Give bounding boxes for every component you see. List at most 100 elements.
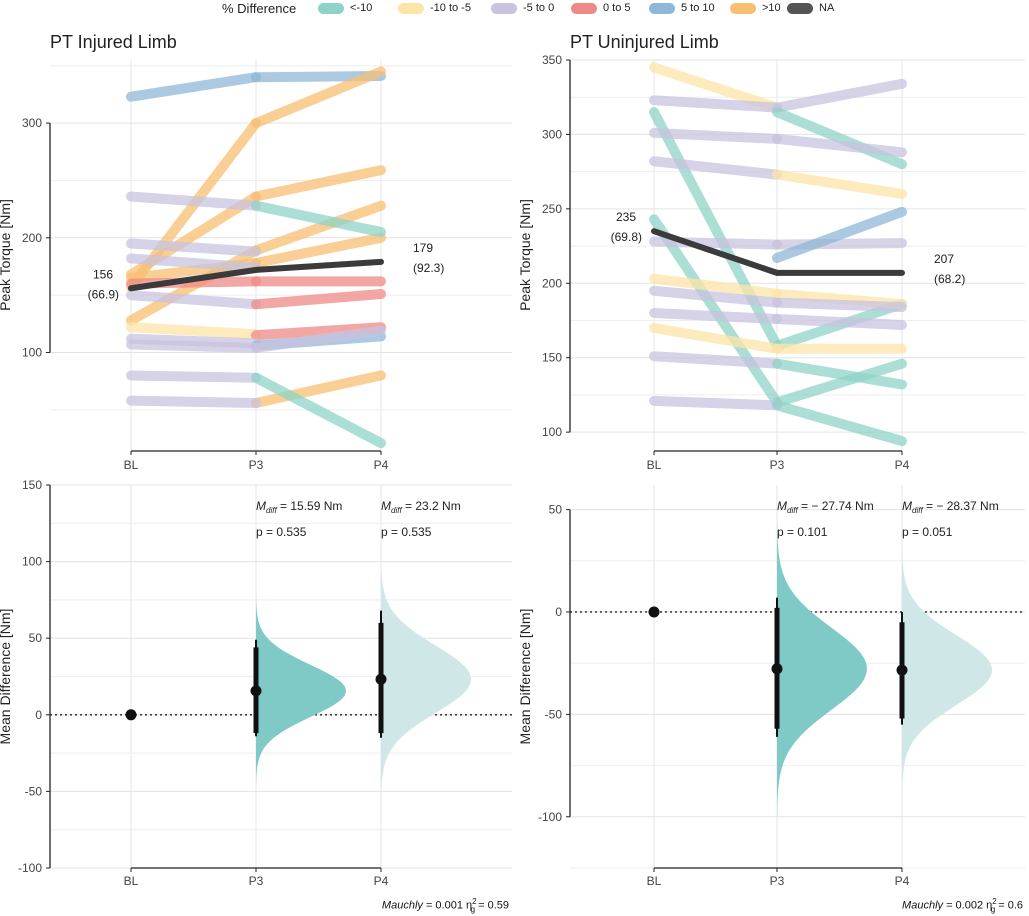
subject-series-line — [126, 191, 261, 211]
subject-series-line — [649, 214, 782, 408]
subject-series-line — [126, 253, 261, 273]
legend-swatch — [787, 2, 813, 14]
y-tick-label: 100 — [22, 346, 42, 360]
m-subscript: diff — [391, 506, 402, 515]
mean-sd-label: (92.3) — [413, 261, 444, 275]
x-tick-label: P4 — [374, 458, 389, 472]
x-tick-label: BL — [647, 874, 662, 888]
y-axis-title: Mean Difference [Nm] — [517, 609, 533, 745]
mean-value-label: 179 — [413, 241, 433, 255]
y-tick-label: 200 — [542, 276, 562, 290]
subject-series-line — [649, 127, 782, 144]
legend-swatch — [318, 2, 344, 14]
uninjured-footnote: Mauchly = 0.002 η2g = 0.6 — [902, 897, 1023, 914]
x-tick-label: BL — [647, 458, 662, 472]
subject-series-line — [251, 165, 386, 202]
subject-series-line — [772, 297, 907, 313]
y-axis-title: Peak Torque [Nm] — [0, 199, 13, 311]
mean-series-line — [128, 266, 259, 292]
y-tick-label: 300 — [22, 116, 42, 130]
legend-item: 0 to 5 — [571, 2, 631, 14]
mean-value-label: 156 — [93, 267, 113, 281]
legend-swatch — [730, 2, 756, 14]
subject-series-line — [772, 314, 907, 330]
eta-symbol: η — [466, 899, 473, 912]
x-tick-label: P3 — [249, 874, 264, 888]
x-tick-label: P3 — [770, 874, 785, 888]
mean-sd-label: (68.2) — [934, 272, 965, 286]
legend-item: -10 to -5 — [398, 2, 471, 14]
color-legend: % Difference <-10 -10 to -5 -5 to 0 0 to 5 5… — [0, 0, 1029, 18]
y-tick-label: 300 — [542, 127, 562, 141]
subject-series-line — [251, 325, 386, 353]
panel-injured-lines: 100 200 300 BL P3 P4 Peak Torque [Nm] 156 (66.9)… — [0, 60, 512, 472]
subject-series-line — [251, 232, 386, 269]
mean-value-label: 207 — [934, 252, 954, 266]
posterior-distribution — [256, 597, 346, 785]
legend-item: -5 to 0 — [491, 2, 554, 14]
mauchly-value: = 0.002 — [943, 899, 987, 912]
subject-series-line — [126, 395, 261, 408]
y-tick-label: -100 — [18, 861, 42, 875]
legend-item: <-10 — [318, 2, 372, 14]
subject-series-line — [649, 62, 782, 113]
mean-difference-point — [896, 664, 908, 676]
legend-label: 5 to 10 — [681, 2, 715, 14]
subject-series-line — [649, 95, 782, 113]
p-value-label: p = 0.101 — [777, 525, 828, 539]
m-value: = − 27.74 Nm — [798, 499, 874, 513]
y-tick-label: 100 — [22, 555, 42, 569]
subject-series-line — [649, 273, 782, 299]
p-value-label: p = 0.051 — [902, 525, 953, 539]
eta-value: = 0.6 — [995, 899, 1023, 912]
subject-series-line — [772, 169, 907, 199]
subject-series-line — [772, 107, 907, 170]
mean-difference-point — [648, 606, 660, 618]
p-value-label: p = 0.535 — [256, 525, 307, 539]
eta-sub: g — [990, 904, 996, 914]
panel-injured-diff: -100 -50 0 50 100 150 BL P3 P4 Mean Difference [N… — [0, 478, 512, 888]
m-subscript: diff — [912, 506, 923, 515]
x-tick-label: P4 — [895, 874, 910, 888]
mean-diff-label: Mdiff = 15.59 Nm — [256, 499, 342, 515]
y-tick-label: 200 — [22, 231, 42, 245]
subject-series-line — [649, 351, 782, 369]
legend-label: -5 to 0 — [523, 2, 555, 14]
panel-uninjured-lines: 100 150 200 250 300 350 BL P3 P4 Peak Torque [Nm]… — [517, 53, 1025, 472]
mauchly-label: Mauchly — [381, 899, 423, 912]
subject-series-line — [649, 395, 782, 411]
legend-swatch — [649, 2, 675, 14]
legend-label: -10 to -5 — [430, 2, 471, 14]
y-tick-label: -100 — [538, 810, 562, 824]
m-value: = 15.59 Nm — [277, 499, 343, 513]
y-tick-label: 150 — [542, 351, 562, 365]
posterior-distribution — [777, 521, 867, 817]
eta-symbol: η — [986, 899, 993, 912]
y-axis-title: Mean Difference [Nm] — [0, 609, 13, 745]
m-symbol: M — [777, 499, 787, 513]
subject-series-line — [772, 238, 907, 250]
subject-series-line — [649, 322, 782, 354]
mean-difference-point — [771, 663, 783, 675]
mean-diff-label: Mdiff = − 27.74 Nm — [777, 499, 874, 515]
y-tick-label: 150 — [22, 478, 42, 492]
subject-series-line — [772, 78, 907, 113]
x-tick-label: P3 — [249, 458, 264, 472]
subject-series-line — [251, 66, 386, 129]
mean-value-label: 235 — [616, 210, 636, 224]
mean-difference-point — [250, 685, 262, 697]
m-symbol: M — [902, 499, 912, 513]
subject-series-line — [126, 370, 261, 383]
x-tick-label: BL — [124, 874, 139, 888]
posterior-distribution — [902, 544, 992, 796]
legend-label: NA — [819, 2, 835, 14]
y-tick-label: 350 — [542, 53, 562, 67]
y-tick-label: 100 — [542, 425, 562, 439]
eta-sup: 2 — [992, 897, 997, 906]
m-symbol: M — [381, 499, 391, 513]
subject-series-line — [772, 358, 907, 390]
x-tick-label: BL — [124, 458, 139, 472]
legend-swatch — [571, 2, 597, 14]
legend-label: >10 — [762, 2, 781, 14]
